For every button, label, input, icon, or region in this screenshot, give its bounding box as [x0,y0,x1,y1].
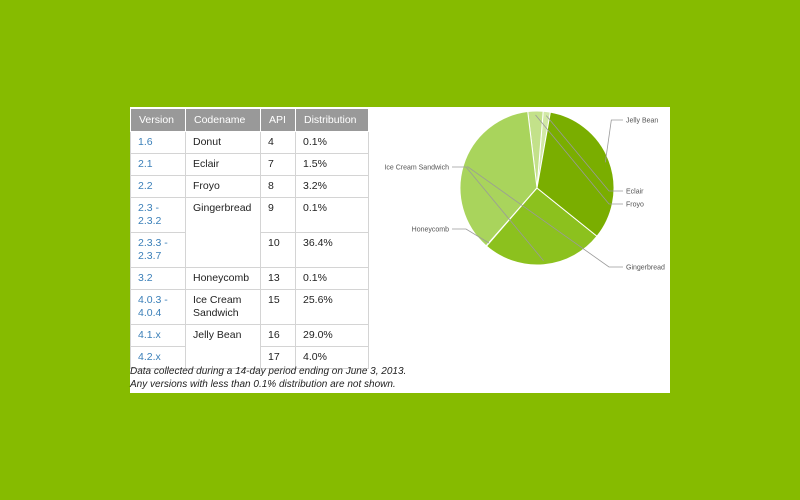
version-cell: 3.2 [130,267,186,290]
pie-label-ice-cream-sandwich: Ice Cream Sandwich [384,165,449,172]
pie-label-jelly-bean: Jelly Bean [626,118,658,125]
pie-label-gingerbread: Gingerbread [626,265,665,272]
table-row: 2.2 Froyo 8 3.2% [130,175,369,198]
pie-label-honeycomb: Honeycomb [412,227,449,234]
distribution-panel: Version Codename API Distribution 1.6 Do… [130,107,670,393]
distribution-cell: 0.1% [295,131,369,154]
distribution-cell: 36.4% [295,232,369,268]
pie-label-froyo: Froyo [626,202,644,209]
distribution-table: Version Codename API Distribution 1.6 Do… [130,108,369,369]
table-row: 1.6 Donut 4 0.1% [130,131,369,154]
footnote-line-2: Any versions with less than 0.1% distrib… [130,379,396,390]
pie-chart: Eclair Froyo Gingerbread Honeycomb Ice Cream… [384,110,665,272]
api-cell: 10 [260,232,296,268]
distribution-cell: 25.6% [295,289,369,325]
codename-cell: Froyo [185,175,261,198]
leader-line-honeycomb [452,228,490,244]
footnote: Data collected during a 14-day period en… [130,365,406,391]
codename-cell: Jelly Bean [185,324,261,369]
leader-line-jelly-bean [604,119,623,163]
header-version: Version [130,108,186,132]
version-cell: 4.2.x [130,346,186,369]
version-link[interactable]: 2.3 - 2.3.2 [138,202,162,227]
table-row: 2.3.3 - 2.3.7 10 36.4% [130,232,369,268]
version-link[interactable]: 2.2 [138,180,153,192]
table-row: 2.1 Eclair 7 1.5% [130,153,369,176]
pie-slice-ice-cream-sandwich [485,187,598,266]
footnote-line-1: Data collected during a 14-day period en… [130,366,407,377]
version-link[interactable]: 3.2 [138,272,153,284]
table-row: 4.1.x Jelly Bean 16 29.0% [130,324,369,369]
leader-line-gingerbread [467,166,623,268]
table-row: 4.2.x 17 4.0% [130,346,369,369]
table-header-row: Version Codename API Distribution [130,108,369,132]
version-cell: 2.1 [130,153,186,176]
version-link[interactable]: 4.1.x [138,329,161,341]
pie-slice-jelly-bean [536,111,615,237]
codename-cell: Donut [185,131,261,154]
version-link[interactable]: 4.2.x [138,351,161,363]
leader-line-froyo [535,114,623,205]
leader-line-eclair [545,115,623,192]
distribution-cell: 3.2% [295,175,369,198]
api-cell: 9 [260,197,296,233]
version-cell: 2.3.3 - 2.3.7 [130,232,186,268]
codename-cell: Ice Cream Sandwich [185,289,261,325]
distribution-cell: 4.0% [295,346,369,369]
version-link[interactable]: 1.6 [138,136,153,148]
distribution-cell: 0.1% [295,197,369,233]
distribution-cell: 0.1% [295,267,369,290]
codename-cell: Gingerbread [185,197,261,268]
header-distribution: Distribution [295,108,369,132]
version-link[interactable]: 2.1 [138,158,153,170]
table-row: 3.2 Honeycomb 13 0.1% [130,267,369,290]
pie-slice-gingerbread [459,111,538,247]
version-link[interactable]: 4.0.3 - 4.0.4 [138,294,168,319]
leader-line-ice-cream-sandwich [452,166,544,261]
distribution-cell: 1.5% [295,153,369,176]
pie-label-eclair: Eclair [626,189,644,196]
version-link[interactable]: 2.3.3 - 2.3.7 [138,237,168,262]
